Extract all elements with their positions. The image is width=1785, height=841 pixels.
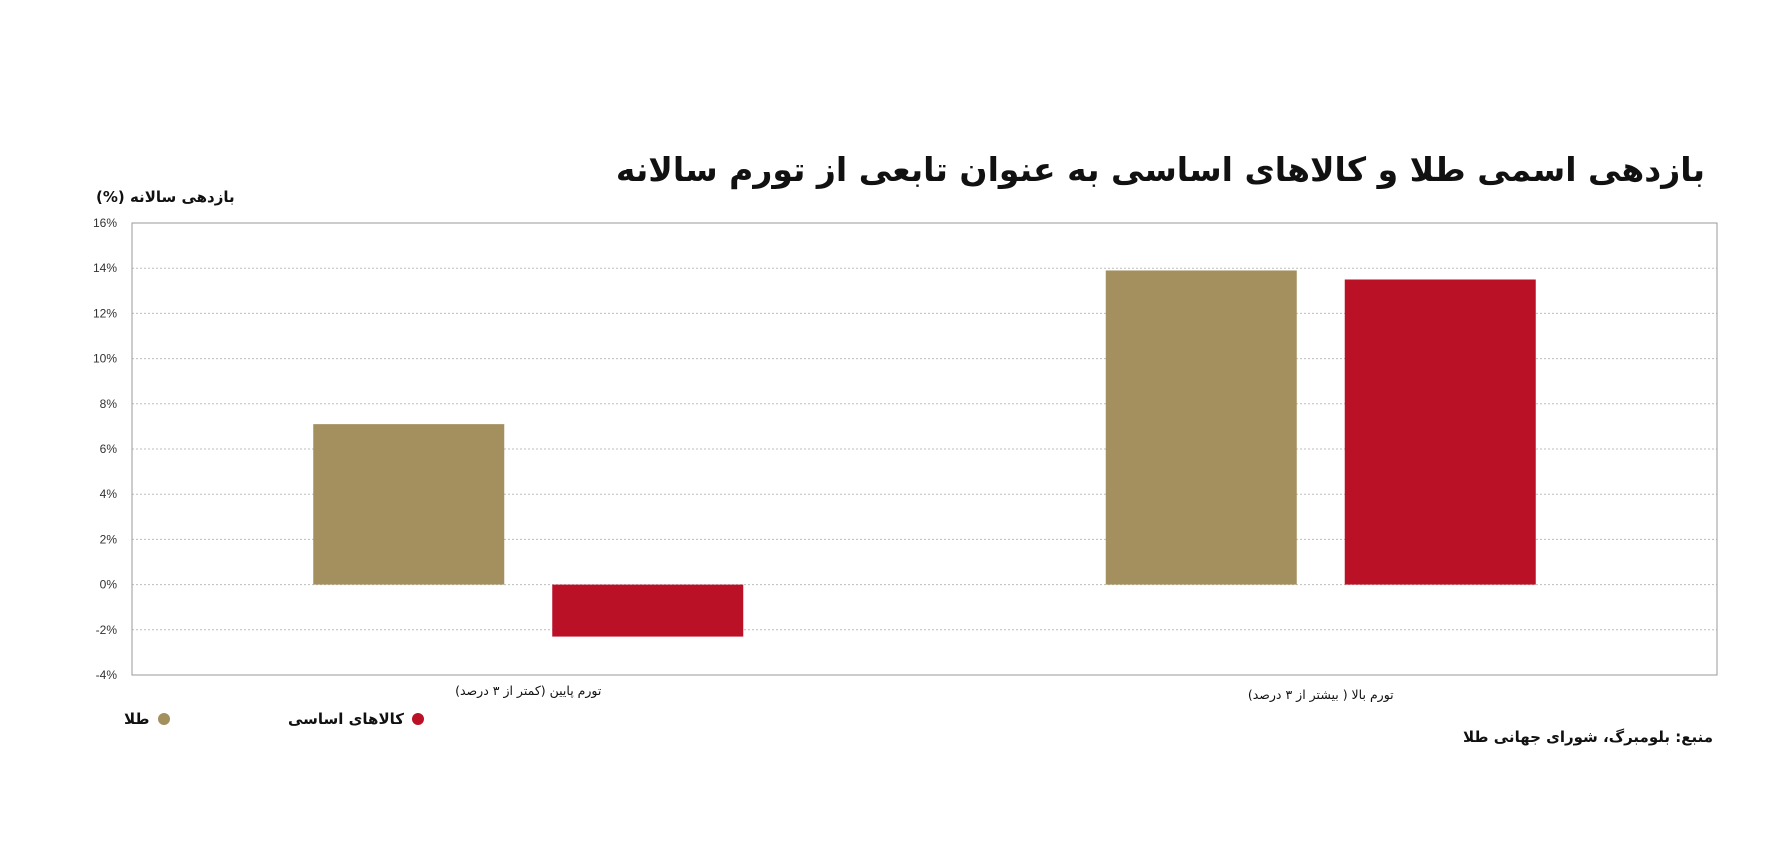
category-labels: تورم پایین (کمتر از ۳ درصد) تورم بالا ( ب… [455, 683, 1394, 703]
y-tick-label: 0% [100, 578, 118, 592]
source-note: منبع: بلومبرگ، شورای جهانی طلا [1463, 728, 1713, 746]
y-tick-label: 8% [100, 397, 118, 411]
y-tick-label: 12% [93, 306, 117, 320]
category-label-0: تورم پایین (کمتر از ۳ درصد) [455, 683, 602, 699]
legend-item-commodities: کالاهای اساسی [288, 710, 424, 728]
y-tick-label: -4% [96, 668, 118, 682]
y-tick-label: 16% [93, 216, 117, 230]
chart-title: بازدهی اسمی طلا و کالاهای اساسی به عنوان… [615, 150, 1705, 189]
y-tick-label: 2% [100, 532, 118, 546]
y-tick-label: -2% [96, 623, 118, 637]
y-tick-label: 6% [100, 442, 118, 456]
bar-commodities-0 [552, 584, 744, 637]
y-tick-label: 4% [100, 487, 118, 501]
category-label-1: تورم بالا ( بیشتر از ۳ درصد) [1248, 687, 1394, 703]
legend-commodities-label: کالاهای اساسی [288, 710, 404, 728]
y-tick-label: 10% [93, 352, 117, 366]
y-tick-labels: -4% -2% 0% 2% 4% 6% 8% 10% 12% 14% 16% [93, 216, 117, 682]
legend-gold-label: طلا [124, 710, 150, 728]
legend-commodities-dot-icon [411, 713, 424, 725]
plot-frame [131, 222, 1718, 676]
bar-gold-0 [313, 424, 505, 585]
bar-commodities-1 [1344, 279, 1536, 585]
legend-item-gold: طلا [124, 710, 170, 728]
legend-gold-dot-icon [157, 713, 170, 725]
y-tick-label: 14% [93, 261, 117, 275]
bar-gold-1 [1105, 270, 1297, 585]
y-axis-label: بازدهی سالانه (%) [96, 188, 235, 206]
bars [313, 270, 1536, 637]
